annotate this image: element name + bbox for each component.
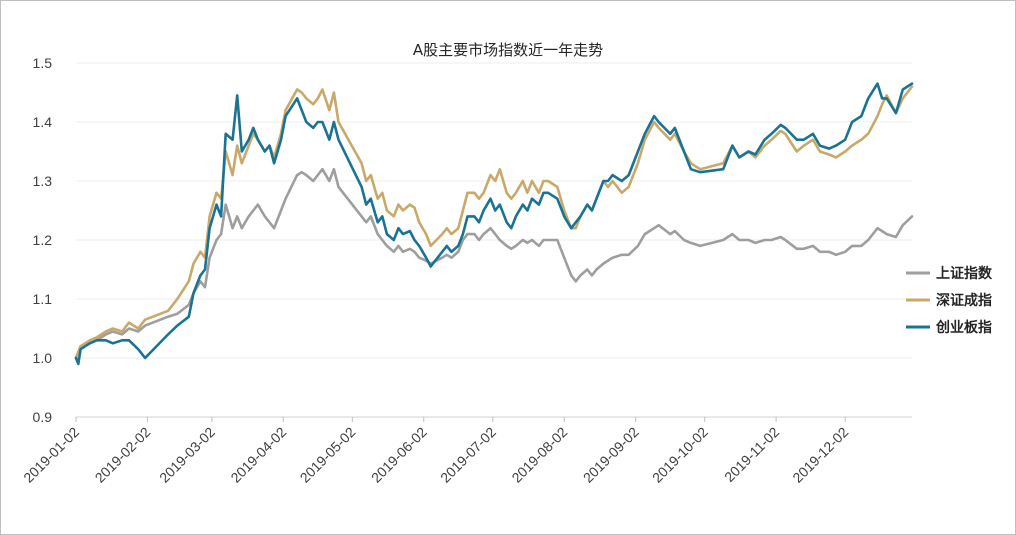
x-tick-label: 2019-06-02	[368, 424, 430, 486]
x-axis: 2019-01-02 2019-02-02 2019-03-02 2019-04-02…	[20, 416, 912, 486]
legend-label: 上证指数	[936, 265, 993, 282]
series-line-1	[74, 85, 914, 360]
legend-label: 创业板指	[935, 319, 992, 336]
y-tick-label: 1.5	[33, 55, 53, 71]
chart-title: A股主要市场指数近一年走势	[413, 41, 603, 59]
x-tick-label: 2019-08-02	[508, 424, 570, 486]
x-tick-label: 2019-03-02	[156, 424, 218, 486]
x-tick-label: 2019-07-02	[437, 424, 499, 486]
x-tick-label: 2019-09-02	[580, 424, 642, 486]
y-tick-label: 1.0	[33, 350, 53, 366]
series-line-2	[74, 82, 914, 366]
y-tick-label: 1.2	[33, 232, 53, 248]
y-axis: 0.9 1.0 1.1 1.2 1.3 1.4 1.5	[33, 55, 53, 425]
x-tick-label: 2019-01-02	[20, 424, 82, 486]
x-tick-label: 2019-05-02	[297, 424, 359, 486]
y-tick-label: 1.3	[33, 173, 53, 189]
x-tick-label: 2019-10-02	[649, 424, 711, 486]
x-tick-label: 2019-02-02	[92, 424, 154, 486]
series-line-0	[74, 167, 914, 360]
x-tick-label: 2019-12-02	[789, 424, 851, 486]
y-tick-label: 1.4	[33, 114, 53, 130]
y-tick-label: 1.1	[33, 291, 53, 307]
legend-label: 深证成指	[936, 292, 992, 309]
x-tick-label: 2019-04-02	[227, 424, 289, 486]
series-lines	[74, 82, 914, 366]
x-tick-label: 2019-11-02	[721, 424, 782, 485]
y-tick-label: 0.9	[33, 409, 53, 425]
